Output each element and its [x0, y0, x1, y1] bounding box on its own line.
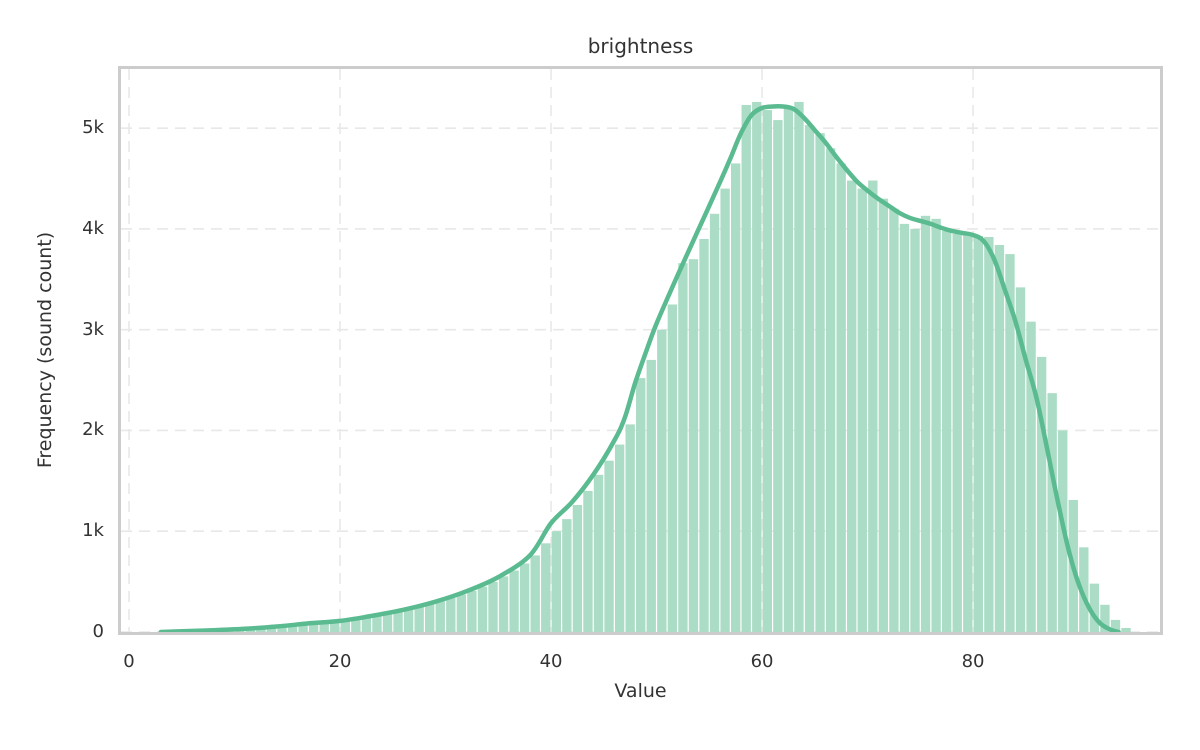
histogram-bar: [604, 460, 614, 632]
histogram-bar: [351, 619, 361, 632]
histogram-bar: [942, 230, 952, 632]
histogram-bar: [646, 359, 656, 632]
histogram-bar: [1079, 547, 1089, 632]
plot-border: [118, 66, 1163, 635]
chart-title: brightness: [587, 34, 694, 58]
x-tick-label: 0: [123, 651, 135, 672]
y-tick-label: 0: [92, 621, 104, 642]
histogram-bar: [667, 304, 678, 632]
histogram-bar: [636, 378, 646, 632]
histogram-bar: [319, 622, 329, 632]
histogram-bar: [298, 624, 308, 632]
histogram-bar: [1005, 254, 1015, 633]
histogram-bar: [973, 235, 983, 633]
histogram-bar: [762, 110, 772, 632]
histogram-bar: [752, 101, 762, 632]
histogram-bar: [815, 133, 825, 632]
histogram-bar: [541, 543, 551, 632]
histogram-bar: [889, 208, 899, 632]
histogram-bar: [931, 218, 941, 632]
histogram-bar: [952, 233, 962, 632]
y-tick-label: 3k: [82, 318, 104, 340]
histogram-bar: [836, 163, 846, 633]
histogram-bar: [794, 101, 804, 632]
histogram-bar: [266, 627, 277, 632]
kde-curve: [158, 103, 1121, 635]
histogram-bar: [593, 474, 604, 632]
histogram-bar: [562, 519, 572, 632]
histogram-bar: [1089, 583, 1100, 632]
histogram-bar: [488, 581, 498, 632]
histogram-bar: [425, 603, 435, 632]
y-tick-label: 1k: [82, 520, 104, 542]
histogram-bar: [446, 597, 456, 632]
histogram-bar: [773, 120, 783, 632]
histogram-bar: [657, 329, 667, 632]
histogram-bar: [720, 188, 730, 633]
histogram-bar: [1036, 356, 1047, 632]
histogram-bar: [868, 180, 878, 633]
x-tick-label: 60: [750, 651, 774, 672]
histogram-bar: [678, 263, 688, 632]
histogram-bar: [730, 163, 741, 633]
histogram-bar: [688, 259, 699, 632]
histogram-bar: [699, 239, 709, 632]
histogram-bar: [583, 490, 593, 632]
histogram-bar: [984, 236, 994, 633]
y-tick-label: 2k: [82, 419, 104, 441]
histogram-bars: [161, 101, 1131, 633]
histogram-bar: [963, 232, 973, 632]
histogram-bar: [340, 620, 350, 632]
histogram-bar: [857, 188, 867, 633]
histogram-bar: [256, 627, 266, 632]
histogram-bar: [277, 626, 287, 632]
histogram-bar: [1026, 321, 1036, 632]
histogram-bar: [372, 615, 382, 632]
histogram-bar: [709, 213, 720, 632]
histogram-bar: [1121, 627, 1131, 632]
histogram-bar: [1110, 619, 1121, 632]
histogram-bar: [572, 505, 583, 632]
histogram-bar: [403, 609, 414, 632]
histogram-bar: [382, 613, 393, 632]
histogram-bar: [361, 617, 372, 632]
x-tick-label: 80: [961, 651, 985, 672]
histogram-bar: [456, 594, 467, 632]
histogram-bar: [1015, 287, 1026, 632]
histogram-bar: [920, 215, 931, 632]
histogram-bar: [467, 590, 477, 632]
histogram-bar: [625, 424, 635, 632]
histogram-bar: [477, 586, 488, 632]
histogram-bar: [509, 570, 519, 632]
histogram-bar: [994, 245, 1005, 633]
x-tick-label: 40: [539, 651, 563, 672]
histogram-bar: [899, 223, 910, 632]
histogram-bar: [910, 228, 920, 633]
histogram-bar: [614, 444, 625, 632]
histogram-bar: [783, 109, 794, 632]
histogram-bar: [330, 621, 340, 632]
histogram-bar: [287, 625, 298, 632]
y-tick-label: 4k: [82, 217, 104, 239]
histogram-bar: [435, 601, 445, 632]
histogram-bar: [847, 180, 857, 633]
histogram-bar: [804, 125, 815, 632]
histogram-bar: [825, 148, 836, 632]
x-axis-label: Value: [614, 680, 667, 702]
y-tick-label: 5k: [82, 117, 104, 139]
histogram-bar: [878, 198, 889, 632]
histogram-bar: [393, 611, 403, 632]
histogram-bar: [498, 576, 509, 632]
histogram-bar: [308, 623, 319, 632]
x-tick-label: 20: [328, 651, 352, 672]
histogram-bar: [414, 606, 424, 632]
histogram-bar: [519, 563, 530, 632]
histogram-bar: [741, 104, 751, 633]
histogram-bar: [530, 555, 540, 632]
histogram-bar: [1100, 604, 1110, 632]
histogram-bar: [551, 531, 561, 632]
histogram-bar: [1047, 393, 1057, 632]
